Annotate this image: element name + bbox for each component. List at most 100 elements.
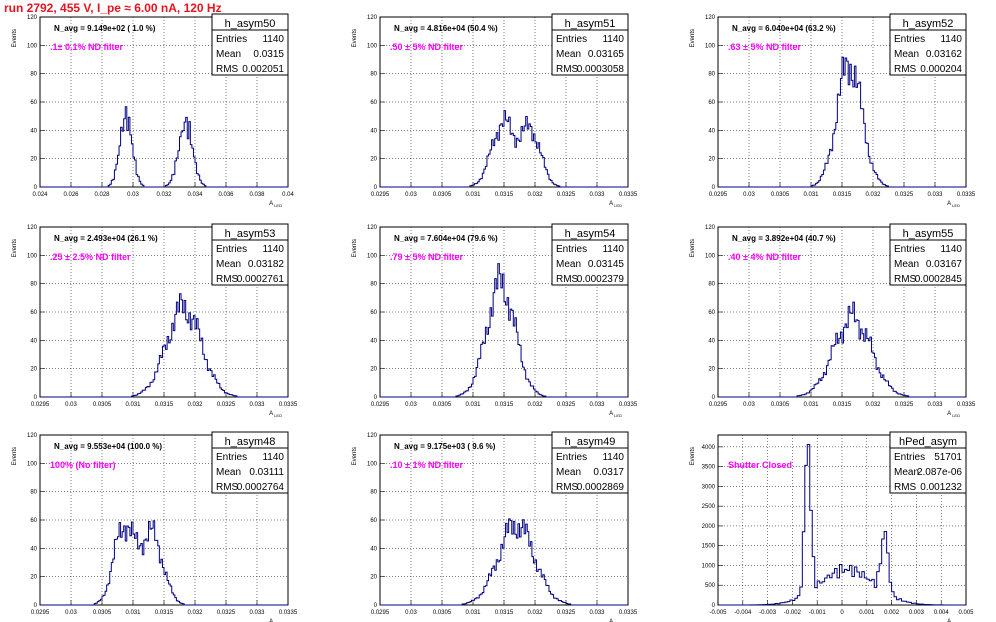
stats-key: RMS	[894, 64, 917, 75]
x-tick-label: 0.033	[249, 402, 265, 408]
x-tick-label: 0.0335	[957, 192, 976, 198]
x-tick-label: 0.032	[527, 192, 543, 198]
y-tick-label: 2000	[702, 524, 716, 530]
stats-key: RMS	[216, 64, 239, 75]
x-tick-label: 0.03	[65, 402, 77, 408]
x-tick-label: 0.0295	[371, 192, 390, 198]
x-tick-label: 0.0305	[771, 402, 790, 408]
y-tick-label: 40	[370, 128, 377, 134]
y-tick-label: 120	[367, 15, 378, 21]
x-tick-label: 0.032	[156, 192, 172, 198]
y-tick-label: 4000	[702, 445, 716, 451]
y-tick-label: 100	[705, 253, 716, 259]
x-tick-label: -0.005	[709, 610, 727, 616]
y-tick-label: 20	[370, 575, 377, 581]
y-tick-label: 80	[370, 490, 377, 496]
x-tick-label: 0.031	[465, 192, 481, 198]
stats-value: 1140	[602, 244, 624, 255]
x-tick-label: 0.0325	[557, 192, 576, 198]
y-tick-label: 0	[34, 185, 38, 191]
navg-label: N_avg = 9.175e+03 ( 9.6 %)	[394, 442, 496, 451]
y-tick-label: 60	[30, 310, 37, 316]
y-axis-label: Events	[690, 29, 696, 47]
histogram-panel: 0.0295 0.03 0.0305 0.031 0.0315 0.032 0.0325 0.…	[12, 431, 298, 622]
histogram-curve	[40, 520, 288, 606]
x-tick-label: 0.0295	[709, 402, 728, 408]
x-tick-label: 0.0335	[957, 402, 976, 408]
stats-value: 1140	[262, 34, 284, 45]
y-tick-label: 120	[367, 433, 378, 439]
stats-box-frame	[889, 431, 967, 494]
x-tick-label: 0.0305	[433, 402, 452, 408]
y-tick-label: 120	[367, 225, 378, 231]
stats-key: Entries	[556, 34, 587, 45]
x-tick-label: 0.033	[249, 610, 265, 616]
stats-key: RMS	[556, 64, 579, 75]
y-tick-label: 40	[30, 338, 37, 344]
x-tick-label: 0.0325	[557, 610, 576, 616]
x-tick-label: 0.0305	[771, 192, 790, 198]
histogram-panel: 0.0295 0.03 0.0305 0.031 0.0315 0.032 0.0325 0.…	[352, 13, 638, 208]
filter-label: .79 ± 5% ND filter	[390, 252, 463, 262]
stats-key: RMS	[216, 274, 239, 285]
stats-value: 0.0315	[253, 49, 284, 60]
x-tick-label: 0.0325	[217, 402, 236, 408]
stats-key: Entries	[894, 452, 925, 463]
stats-key: Entries	[556, 452, 587, 463]
y-tick-label: 60	[708, 100, 715, 106]
histogram-curve	[40, 293, 288, 398]
x-tick-label: 0.036	[218, 192, 234, 198]
stats-value: 1140	[602, 34, 624, 45]
x-tick-label: 0.03	[65, 610, 77, 616]
y-tick-label: 80	[708, 72, 715, 78]
x-tick-label: 0.033	[927, 402, 943, 408]
x-tick-label: 0.0295	[709, 192, 728, 198]
filter-label: .63 ± 5% ND filter	[728, 42, 801, 52]
stats-key: Mean	[556, 259, 581, 270]
x-tick-label: 0.002	[884, 610, 900, 616]
y-tick-label: 20	[370, 157, 377, 163]
x-tick-label: 0.032	[527, 402, 543, 408]
x-tick-label: 0.0325	[557, 402, 576, 408]
stats-value: 0.03165	[588, 49, 625, 60]
x-axis-label: A LED	[269, 201, 282, 208]
x-tick-label: 0.033	[927, 192, 943, 198]
filter-label: .50 ± 5% ND filter	[390, 42, 463, 52]
y-tick-label: 3500	[702, 465, 716, 471]
stats-key: Entries	[216, 34, 247, 45]
x-tick-label: 0.031	[803, 402, 819, 408]
x-axis-label: A LED	[947, 411, 960, 418]
x-axis-label-sub: LED	[951, 413, 960, 418]
y-tick-label: 20	[708, 367, 715, 373]
stats-box-frame	[889, 13, 967, 76]
stats-value: 0.03182	[248, 259, 285, 270]
stats-box-frame	[211, 13, 289, 76]
stats-key: RMS	[216, 482, 239, 493]
x-tick-label: 0.0315	[495, 192, 514, 198]
x-tick-label: 0.033	[589, 192, 605, 198]
histogram-panel: 0.0295 0.03 0.0305 0.031 0.0315 0.032 0.0325 0.…	[12, 223, 298, 418]
stats-box-title: h_asym54	[565, 228, 616, 240]
y-tick-label: 0	[712, 395, 716, 401]
x-tick-label: 0.03	[743, 402, 755, 408]
x-tick-label: 0.026	[63, 192, 79, 198]
stats-value: 1140	[940, 244, 962, 255]
y-tick-label: 20	[30, 157, 37, 163]
x-tick-label: 0.03	[405, 402, 417, 408]
y-tick-label: 0	[34, 603, 38, 609]
navg-label: N_avg = 6.040e+04 (63.2 %)	[732, 24, 836, 33]
x-tick-label: 0.031	[125, 402, 141, 408]
x-tick-label: 0.04	[282, 192, 294, 198]
y-axis-label: Events	[352, 29, 358, 47]
x-axis-label-sub: LED	[951, 203, 960, 208]
histogram-panel: 0.0295 0.03 0.0305 0.031 0.0315 0.032 0.0325 0.…	[352, 223, 638, 418]
x-tick-label: 0.028	[94, 192, 110, 198]
y-tick-label: 1000	[702, 563, 716, 569]
y-tick-label: 120	[705, 15, 716, 21]
y-tick-label: 0	[712, 185, 716, 191]
stats-key: RMS	[894, 482, 917, 493]
x-tick-label: 0	[840, 610, 844, 616]
x-tick-label: -0.001	[809, 610, 827, 616]
